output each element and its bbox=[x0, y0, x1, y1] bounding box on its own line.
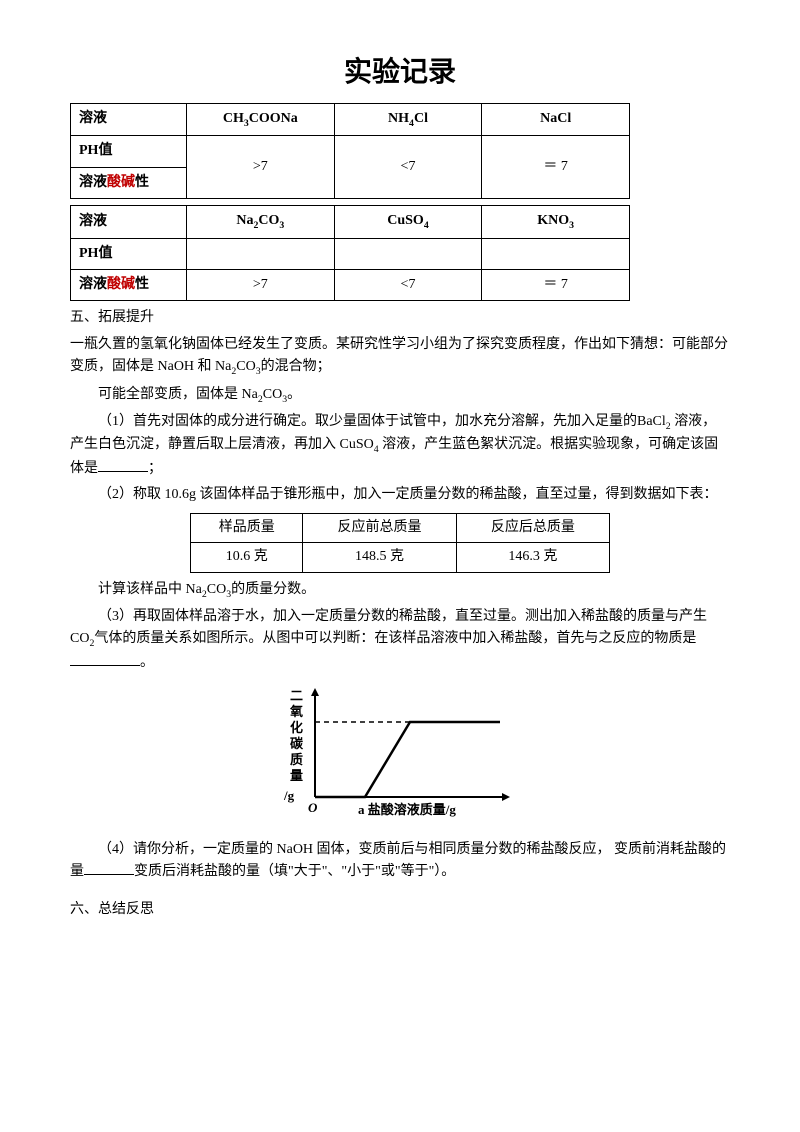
question-2: （2）称取 10.6g 该固体样品于锥形瓶中，加入一定质量分数的稀盐酸，直至过量… bbox=[70, 484, 730, 506]
cell: <7 bbox=[334, 136, 482, 199]
cell: CH3COONa bbox=[187, 103, 335, 135]
cell: <7 bbox=[334, 269, 482, 300]
cell: ＝ 7 bbox=[482, 136, 630, 199]
cell bbox=[334, 238, 482, 269]
intro-paragraph-2: 可能全部变质，固体是 Na2CO3。 bbox=[70, 384, 730, 407]
cell: >7 bbox=[187, 136, 335, 199]
y-axis-label: 二 bbox=[290, 688, 303, 703]
table-row: 样品质量 反应前总质量 反应后总质量 bbox=[191, 513, 610, 542]
table-row: 10.6 克 148.5 克 146.3 克 bbox=[191, 543, 610, 572]
cell bbox=[187, 238, 335, 269]
svg-text:量: 量 bbox=[290, 768, 303, 783]
svg-text:质: 质 bbox=[290, 752, 303, 767]
question-2-calc: 计算该样品中 Na2CO3的质量分数。 bbox=[70, 579, 730, 602]
cell: ＝ 7 bbox=[482, 269, 630, 300]
question-3: （3）再取固体样品溶于水，加入一定质量分数的稀盐酸，直至过量。测出加入稀盐酸的质… bbox=[70, 606, 730, 674]
fill-blank[interactable] bbox=[98, 458, 148, 472]
question-1: （1）首先对固体的成分进行确定。取少量固体于试管中，加水充分溶解，先加入足量的B… bbox=[70, 411, 730, 480]
cell: 10.6 克 bbox=[191, 543, 303, 572]
fill-blank[interactable] bbox=[70, 652, 140, 666]
cell-label: 溶液酸碱性 bbox=[71, 167, 187, 198]
cell bbox=[482, 238, 630, 269]
cell: 146.3 克 bbox=[456, 543, 609, 572]
data-curve bbox=[315, 722, 500, 797]
fill-blank[interactable] bbox=[84, 861, 134, 875]
cell-label: 溶液酸碱性 bbox=[71, 269, 187, 300]
cell: 样品质量 bbox=[191, 513, 303, 542]
cell: NH4Cl bbox=[334, 103, 482, 135]
inner-data-table: 样品质量 反应前总质量 反应后总质量 10.6 克 148.5 克 146.3 … bbox=[190, 513, 610, 573]
y-axis-arrow bbox=[311, 688, 319, 696]
cell: CuSO4 bbox=[334, 206, 482, 238]
section-5-heading: 五、拓展提升 bbox=[70, 307, 730, 329]
page-title: 实验记录 bbox=[70, 50, 730, 95]
cell-label: PH值 bbox=[71, 238, 187, 269]
cell: >7 bbox=[187, 269, 335, 300]
intro-paragraph: 一瓶久置的氢氧化钠固体已经发生了变质。某研究性学习小组为了探究变质程度，作出如下… bbox=[70, 334, 730, 380]
svg-text:化: 化 bbox=[290, 720, 303, 735]
table-row: 溶液 CH3COONa NH4Cl NaCl bbox=[71, 103, 630, 135]
x-axis-arrow bbox=[502, 793, 510, 801]
table-1: 溶液 CH3COONa NH4Cl NaCl PH值 >7 <7 ＝ 7 溶液酸… bbox=[70, 103, 630, 199]
cell-label: 溶液 bbox=[71, 206, 187, 238]
table-row: 溶液 Na2CO3 CuSO4 KNO3 bbox=[71, 206, 630, 238]
table-row: PH值 bbox=[71, 238, 630, 269]
svg-text:碳: 碳 bbox=[290, 736, 304, 751]
cell: 反应后总质量 bbox=[456, 513, 609, 542]
table-row: 溶液酸碱性 >7 <7 ＝ 7 bbox=[71, 269, 630, 300]
cell: 反应前总质量 bbox=[303, 513, 456, 542]
cell-label: 溶液 bbox=[71, 103, 187, 135]
origin-label: O bbox=[308, 800, 318, 815]
cell: 148.5 克 bbox=[303, 543, 456, 572]
co2-chart: 二 氧 化 碳 质 量 /g O a 盐酸溶液质量/g bbox=[270, 682, 530, 830]
svg-text:氧: 氧 bbox=[289, 704, 303, 719]
table-row: PH值 >7 <7 ＝ 7 bbox=[71, 136, 630, 167]
cell: KNO3 bbox=[482, 206, 630, 238]
cell: NaCl bbox=[482, 103, 630, 135]
question-4: （4）请你分析，一定质量的 NaOH 固体，变质前后与相同质量分数的稀盐酸反应，… bbox=[70, 839, 730, 884]
svg-text:/g: /g bbox=[283, 788, 295, 803]
cell: Na2CO3 bbox=[187, 206, 335, 238]
cell-label: PH值 bbox=[71, 136, 187, 167]
table-2: 溶液 Na2CO3 CuSO4 KNO3 PH值 溶液酸碱性 >7 <7 ＝ 7 bbox=[70, 205, 630, 301]
x-axis-label: a 盐酸溶液质量/g bbox=[358, 802, 456, 817]
section-6-heading: 六、总结反思 bbox=[70, 899, 730, 921]
